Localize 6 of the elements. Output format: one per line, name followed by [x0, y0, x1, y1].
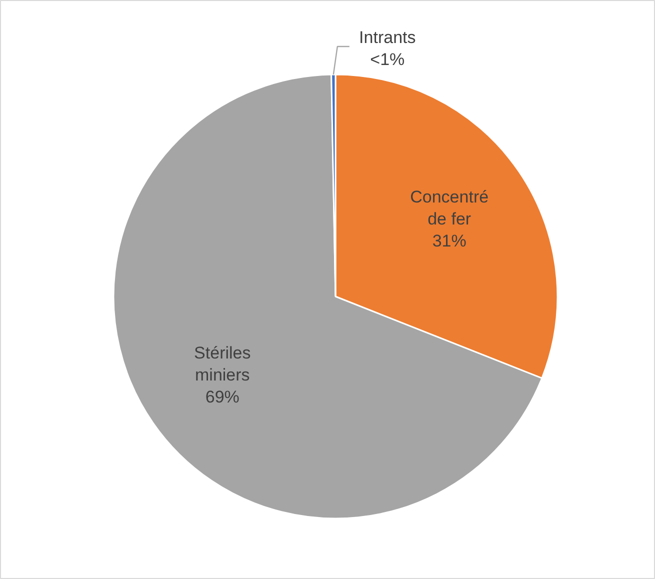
data-label: <1% — [370, 50, 405, 70]
slice-label: Concentré de fer — [410, 188, 489, 229]
slice-label: Intrants — [359, 28, 416, 48]
slice-label: Stériles miniers — [194, 343, 251, 384]
data-label: 31% — [432, 232, 466, 251]
data-label: 69% — [205, 387, 240, 406]
